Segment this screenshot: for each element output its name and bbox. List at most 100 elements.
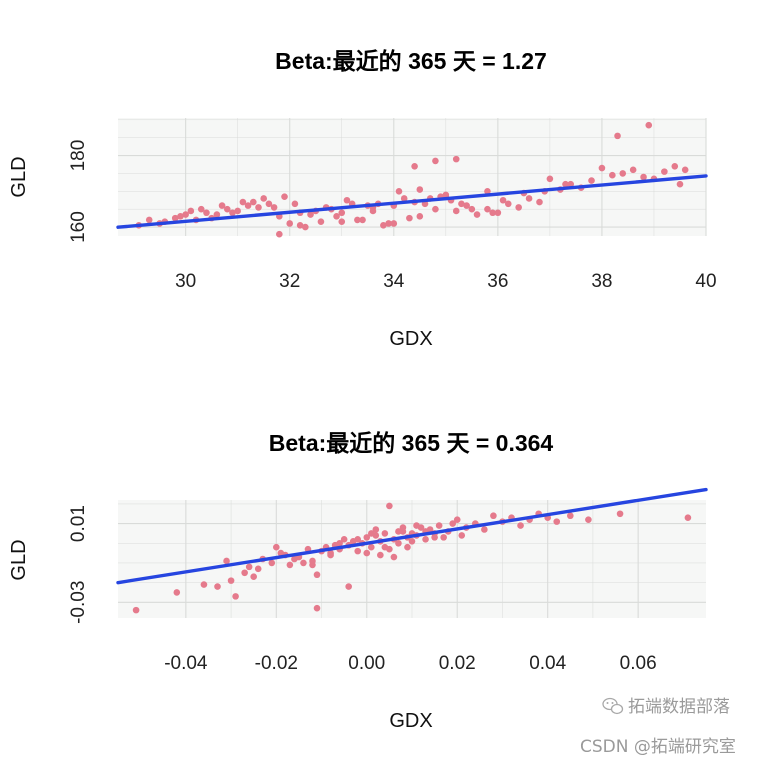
data-point (404, 543, 411, 551)
data-point (645, 121, 653, 129)
watermark-line1: 拓端数据部落 (628, 697, 730, 717)
y-tick-labels: -0.03 0.01 (68, 505, 89, 624)
data-point (270, 204, 278, 211)
data-point (327, 551, 334, 559)
grid-lines (118, 500, 706, 618)
x-tick-label: 34 (383, 271, 405, 292)
fit-line-group (116, 487, 708, 585)
data-point (494, 209, 502, 217)
data-point (296, 221, 304, 229)
x-tick-label: 38 (591, 271, 612, 292)
data-point (661, 168, 668, 175)
data-point (406, 214, 413, 222)
data-point (458, 532, 466, 539)
data-point (399, 524, 407, 531)
data-point (218, 202, 226, 209)
x-axis-label: GDX (389, 328, 432, 350)
fit-line (116, 174, 708, 229)
data-point (546, 175, 554, 183)
data-point (432, 157, 439, 165)
watermark-line2: CSDN @拓端研究室 (580, 737, 736, 757)
data-point (227, 577, 235, 584)
data-point (300, 559, 307, 567)
x-tick-label: 0.04 (529, 653, 566, 674)
data-point (223, 205, 231, 213)
data-point (553, 518, 561, 525)
x-tick-label: 36 (487, 271, 508, 292)
data-point (452, 207, 460, 215)
data-point (145, 216, 153, 224)
wechat-icon (602, 697, 624, 715)
data-point (313, 604, 321, 612)
y-tick-label: 0.01 (68, 505, 89, 542)
x-tick-label: -0.04 (164, 653, 208, 674)
data-point (302, 223, 309, 231)
data-point (171, 214, 179, 222)
fit-line-group (116, 174, 708, 229)
data-point (681, 166, 689, 174)
data-point (515, 204, 522, 211)
data-point (452, 155, 460, 163)
data-point (234, 207, 241, 215)
data-point (363, 549, 371, 557)
data-point (307, 211, 314, 218)
data-point (245, 563, 253, 571)
chart-title: Beta:最近的 365 天 = 1.27 (275, 48, 547, 74)
y-axis-label: GLD (8, 156, 30, 197)
data-point (567, 512, 574, 520)
data-point (354, 547, 362, 555)
data-point (187, 207, 195, 215)
data-point (395, 539, 402, 547)
data-point (385, 220, 392, 227)
x-tick-labels: -0.04 -0.02 0.00 0.02 0.04 0.06 (164, 653, 656, 674)
data-point (562, 180, 569, 188)
data-point (453, 516, 461, 523)
data-point (268, 559, 276, 567)
data-point (440, 534, 447, 541)
data-point (254, 565, 262, 573)
data-point (489, 209, 496, 217)
watermark: 拓端数据部落 CSDN @拓端研究室 (580, 697, 736, 757)
data-point (390, 553, 398, 561)
data-point (244, 202, 252, 209)
y-tick-labels: 160 180 (68, 140, 89, 243)
x-tick-label: -0.02 (255, 653, 298, 674)
data-point (336, 539, 343, 547)
data-point (286, 561, 294, 569)
data-point (390, 220, 398, 227)
y-axis-label: GLD (8, 539, 30, 580)
y-tick-label: -0.03 (68, 581, 89, 624)
data-point (223, 557, 230, 565)
data-point (340, 536, 348, 543)
data-point (614, 132, 621, 140)
x-tick-label: 0.06 (620, 653, 657, 674)
data-point (567, 180, 575, 188)
data-point (177, 213, 184, 220)
data-point (684, 514, 692, 521)
x-tick-label: 40 (695, 271, 716, 292)
data-point (291, 200, 299, 208)
data-point (354, 536, 362, 543)
data-point (338, 218, 346, 225)
data-point (200, 581, 208, 588)
data-point (241, 569, 248, 577)
data-point (463, 202, 470, 209)
data-point (408, 538, 416, 545)
data-point (619, 170, 627, 177)
data-point (504, 200, 512, 208)
x-axis-label: GDX (389, 710, 432, 732)
data-point (381, 530, 389, 537)
data-point (345, 583, 352, 590)
data-point (369, 207, 377, 215)
data-point (273, 543, 280, 551)
data-point (416, 213, 424, 220)
data-point (182, 211, 189, 218)
data-point (359, 216, 366, 224)
data-point (333, 213, 340, 220)
data-point (481, 526, 488, 533)
chart-title: Beta:最近的 365 天 = 0.364 (269, 430, 554, 456)
data-point (377, 551, 384, 559)
data-point (286, 220, 294, 227)
data-point (132, 606, 140, 614)
